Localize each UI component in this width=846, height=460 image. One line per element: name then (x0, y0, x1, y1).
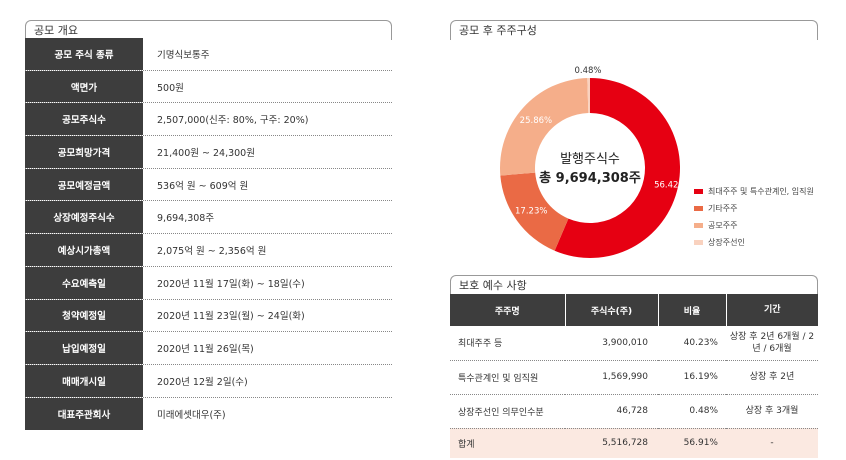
donut-center-total: 총 9,694,308주 (539, 170, 641, 186)
overview-row: 매매개시일 2020년 12월 2일(수) (25, 364, 392, 398)
overview-row: 상장예정주식수 9,694,308주 (25, 201, 392, 235)
donut-slice (587, 78, 590, 114)
overview-row-label: 공모예정금액 (25, 168, 143, 201)
lockup-table: 주주명 주식수(주) 비율 기간 최대주주 등 3,900,010 40.23% 상장… (450, 294, 818, 458)
lockup-cell-shares: 1,569,990 (565, 360, 658, 395)
donut-slice-label: 56.42% (654, 180, 686, 190)
donut-slice-label: 0.48% (574, 66, 601, 76)
overview-row: 예상시가총액 2,075억 원 ~ 2,356억 원 (25, 234, 392, 267)
overview-row: 수요예측일 2020년 11월 17일(화) ~ 18일(수) (25, 266, 392, 300)
donut-slice-label: 17.23% (515, 206, 547, 216)
donut-slice-label: 25.86% (520, 116, 552, 126)
donut-center-title: 발행주식수 (560, 151, 620, 167)
legend-label: 기타주주 (708, 204, 738, 213)
overview-row-value: 2,075억 원 ~ 2,356억 원 (157, 245, 267, 257)
overview-row-value: 500원 (157, 82, 184, 94)
lockup-cell-period: 상장 후 2년 (726, 360, 818, 395)
lockup-cell-name: 최대주주 등 (450, 326, 565, 361)
lockup-cell-shares: 46,728 (565, 394, 658, 429)
lockup-cell-shares: 5,516,728 (565, 428, 658, 458)
lockup-cell-name: 상장주선인 의무인수분 (450, 394, 565, 429)
overview-row: 청약예정일 2020년 11월 23일(월) ~ 24일(화) (25, 299, 392, 333)
overview-title: 공모 개요 (25, 20, 392, 40)
lockup-row: 특수관계인 및 임직원 1,569,990 16.19% 상장 후 2년 (450, 360, 818, 395)
overview-row-value: 2,507,000(신주: 80%, 구주: 20%) (157, 115, 309, 127)
overview-row-label: 매매개시일 (25, 364, 143, 397)
lockup-cell-period: 상장 후 2년 6개월 / 2년 / 6개월 (726, 326, 818, 361)
overview-row-value: 미래에셋대우(주) (157, 409, 226, 421)
overview-row: 공모 주식 종류 기명식보통주 (25, 38, 392, 71)
donut-slice (500, 78, 589, 176)
overview-row-value: 2020년 12월 2일(수) (157, 376, 248, 388)
lockup-cell-ratio: 16.19% (658, 360, 726, 395)
legend-swatch (694, 206, 703, 211)
lockup-cell-name: 합계 (450, 428, 565, 458)
overview-row-value: 기명식보통주 (157, 49, 210, 61)
overview-row-value: 2020년 11월 26일(목) (157, 344, 254, 356)
lockup-total-row: 합계 5,516,728 56.91% - (450, 428, 818, 458)
lockup-cell-period: 상장 후 3개월 (726, 394, 818, 429)
lockup-cell-ratio: 40.23% (658, 326, 726, 361)
overview-row-label: 청약예정일 (25, 299, 143, 332)
header-ratio: 비율 (658, 294, 727, 326)
overview-row-label: 납입예정일 (25, 332, 143, 364)
lockup-cell-name: 특수관계인 및 임직원 (450, 360, 565, 395)
overview-row-value: 2020년 11월 23일(월) ~ 24일(화) (157, 311, 305, 323)
overview-row: 공모희망가격 21,400원 ~ 24,300원 (25, 136, 392, 169)
legend-label: 상장주선인 (708, 238, 745, 247)
overview-row-label: 수요예측일 (25, 266, 143, 299)
lockup-row: 상장주선인 의무인수분 46,728 0.48% 상장 후 3개월 (450, 394, 818, 429)
legend-swatch (694, 189, 703, 194)
legend-swatch (694, 240, 703, 245)
lockup-title: 보호 예수 사항 (450, 275, 818, 295)
lockup-cell-shares: 3,900,010 (565, 326, 658, 361)
overview-row-label: 대표주관회사 (25, 397, 143, 431)
legend-item: 상장주선인 (694, 234, 814, 251)
lockup-cell-period: - (726, 428, 818, 458)
legend-item: 기타주주 (694, 200, 814, 217)
overview-row: 대표주관회사 미래에셋대우(주) (25, 397, 392, 431)
lockup-header-row: 주주명 주식수(주) 비율 기간 (450, 294, 818, 326)
donut-slice (554, 78, 680, 258)
overview-row-value: 9,694,308주 (157, 213, 215, 225)
legend-item: 공모주주 (694, 217, 814, 234)
overview-row: 납입예정일 2020년 11월 26일(목) (25, 332, 392, 365)
lockup-row: 최대주주 등 3,900,010 40.23% 상장 후 2년 6개월 / 2년 / … (450, 326, 818, 361)
overview-row: 공모예정금액 536억 원 ~ 609억 원 (25, 168, 392, 202)
overview-row: 액면가 500원 (25, 70, 392, 104)
header-shares: 주식수(주) (565, 294, 659, 326)
legend-label: 최대주주 및 특수관계인, 임직원 (708, 187, 814, 196)
legend-swatch (694, 223, 703, 228)
overview-row-label: 상장예정주식수 (25, 201, 143, 234)
header-period: 기간 (726, 294, 818, 326)
overview-row-label: 예상시가총액 (25, 234, 143, 266)
donut-slice (500, 172, 569, 251)
overview-row-label: 공모희망가격 (25, 136, 143, 168)
overview-row-value: 536억 원 ~ 609억 원 (157, 180, 249, 192)
overview-row-value: 21,400원 ~ 24,300원 (157, 147, 255, 159)
legend-item: 최대주주 및 특수관계인, 임직원 (694, 183, 814, 200)
shareholding-title: 공모 후 주주구성 (450, 20, 818, 40)
header-name: 주주명 (450, 294, 566, 326)
overview-row: 공모주식수 2,507,000(신주: 80%, 구주: 20%) (25, 103, 392, 137)
overview-row-value: 2020년 11월 17일(화) ~ 18일(수) (157, 278, 305, 290)
overview-row-label: 공모 주식 종류 (25, 38, 143, 70)
legend-label: 공모주주 (708, 221, 738, 230)
overview-row-label: 액면가 (25, 70, 143, 103)
lockup-cell-ratio: 0.48% (658, 394, 726, 429)
lockup-cell-ratio: 56.91% (658, 428, 726, 458)
overview-row-label: 공모주식수 (25, 103, 143, 136)
